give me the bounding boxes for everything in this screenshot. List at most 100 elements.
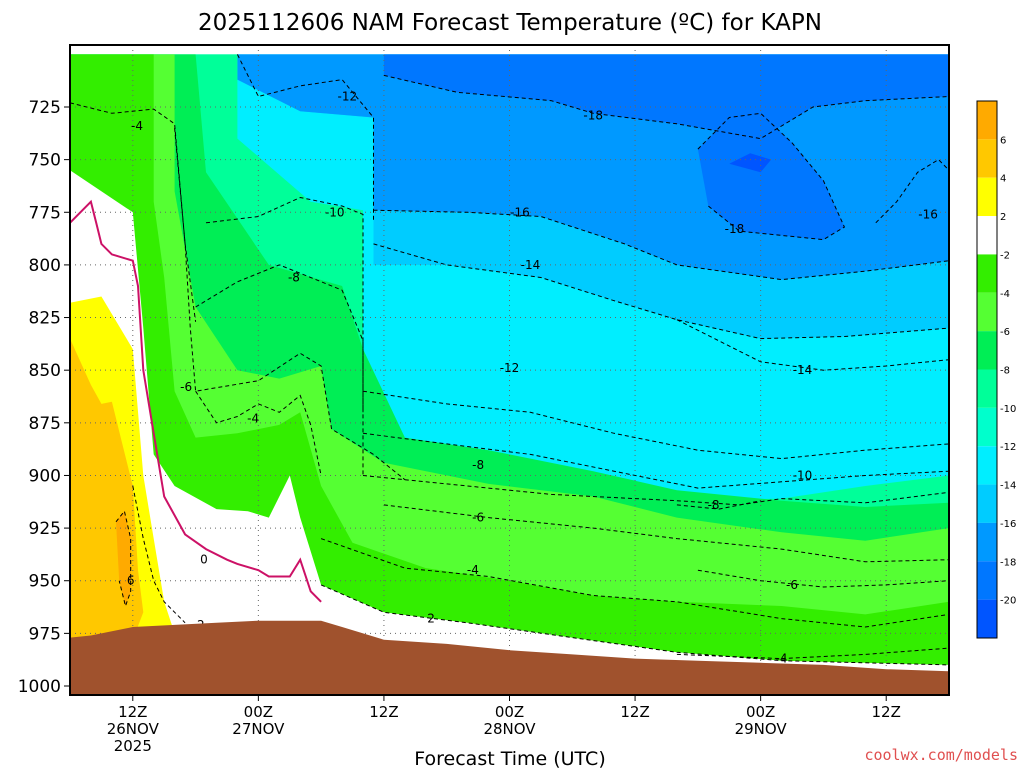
colorbar-label: -6 (1000, 327, 1010, 338)
colorbar-label: -4 (1000, 289, 1010, 300)
colorbar-swatch (977, 407, 997, 447)
contour-line (70, 102, 197, 322)
y-tick-label: 925 (29, 519, 61, 539)
x-tick-label: 12Z (118, 703, 147, 721)
x-axis-label: Forecast Time (UTC) (414, 748, 605, 768)
x-tick-label: 28NOV (483, 720, 536, 738)
contour-label: -4 (776, 652, 788, 666)
x-tick-label: 27NOV (232, 720, 285, 738)
colorbar-swatch (977, 139, 997, 178)
contour-label: -16 (510, 205, 530, 219)
x-tick-label: 12Z (369, 703, 398, 721)
colorbar-label: -14 (1000, 481, 1016, 492)
colorbar-swatch (977, 177, 997, 217)
colorbar-swatch (977, 522, 997, 562)
colorbar-swatch (977, 446, 997, 485)
colorbar-swatch (977, 101, 997, 140)
colorbar-swatch (977, 216, 997, 255)
contour-label: -4 (247, 412, 259, 426)
colorbar-swatch (977, 484, 997, 523)
contour-label: -14 (521, 258, 541, 272)
credit-text[interactable]: coolwx.com/models (864, 746, 1018, 764)
contour-line (205, 196, 364, 476)
x-tick-label: 12Z (872, 703, 901, 721)
freezing-line (70, 199, 322, 603)
contour-layer: -4 -6 -4 -8 -10 -12 -14 -16 -18 -18 -16 -12 -14 -10 -8… (70, 54, 949, 666)
colorbar-label: -2 (1000, 250, 1010, 261)
contour-label: -8 (708, 498, 720, 512)
x-tick-label: 26NOV (107, 720, 160, 738)
contour-line (132, 485, 186, 624)
contour-label: -12 (500, 361, 520, 375)
contour-line (373, 209, 949, 281)
contour-label: -14 (793, 363, 813, 377)
colorbar-swatch (977, 599, 997, 638)
freezing-line-label: 0 (200, 553, 208, 567)
x-tick-label: 2025 (114, 737, 152, 755)
contour-label: -16 (918, 207, 938, 221)
contour-label: -10 (793, 468, 813, 482)
contour-line (362, 432, 949, 489)
contour-label: 2 (427, 612, 435, 626)
y-tick-label: 850 (29, 361, 61, 381)
contour-label: 6 (127, 574, 135, 588)
contour-line (195, 264, 364, 413)
colorbar-label: 4 (1000, 174, 1006, 185)
contour-line (115, 510, 132, 608)
colorbar-swatch (977, 369, 997, 408)
colorbar-label: -8 (1000, 366, 1010, 377)
contour-label: -18 (583, 108, 603, 122)
colorbar-swatch (977, 331, 997, 370)
colorbar-label: -10 (1000, 404, 1016, 415)
contour-label: -6 (472, 511, 484, 525)
y-tick-label: 975 (29, 624, 61, 644)
contour-line (676, 319, 949, 371)
colorbar-label: -12 (1000, 442, 1016, 453)
temperature-fill-layer (70, 54, 949, 686)
contour-label: -4 (131, 119, 143, 133)
colorbar-label: -18 (1000, 557, 1016, 568)
y-tick-label: 950 (29, 572, 61, 592)
y-tick-label: 875 (29, 414, 61, 434)
contour-label: -12 (337, 89, 357, 103)
y-tick-label: 1000 (18, 677, 61, 697)
contour-line (697, 112, 846, 241)
contour-line (320, 584, 949, 666)
terrain-layer (70, 620, 949, 695)
contour-label: -8 (472, 458, 484, 472)
contour-label: -18 (725, 222, 745, 236)
x-tick-label: 29NOV (735, 720, 788, 738)
y-tick-label: 825 (29, 309, 61, 329)
contour-line (373, 243, 949, 340)
contour-line (383, 74, 949, 140)
colorbar-swatch (977, 561, 997, 600)
contour-line (697, 569, 949, 588)
colorbar-label: 2 (1000, 212, 1006, 223)
chart-title: 2025112606 NAM Forecast Temperature (ºC)… (198, 10, 822, 36)
temp-region-cold-18-pocket (697, 113, 845, 240)
colorbar-swatch (977, 292, 997, 332)
colorbar-label: 6 (1000, 135, 1006, 146)
y-tick-label: 900 (29, 466, 61, 486)
colorbar-frame (976, 100, 998, 639)
x-tick-label: 00Z (746, 703, 775, 721)
contour-line (383, 504, 949, 563)
contour-label: -10 (325, 205, 345, 219)
temp-region-cold-18 (383, 54, 949, 139)
colorbar-swatch (977, 254, 997, 293)
grid-layer (70, 45, 949, 695)
y-tick-label: 800 (29, 256, 61, 276)
contour-label: -6 (786, 578, 798, 592)
y-tick-label: 725 (29, 98, 61, 118)
y-axis: 725 750 775 800 825 850 875 900 925 950 975 1000 (18, 98, 70, 697)
contour-label: -4 (467, 563, 479, 577)
temp-region-cold-20-pocket (729, 153, 772, 173)
plot-area: -4 -6 -4 -8 -10 -12 -14 -16 -18 -18 -16 -12 -14 -10 -8… (70, 45, 949, 695)
y-tick-label: 775 (29, 203, 61, 223)
x-tick-label: 00Z (244, 703, 273, 721)
colorbar: 6 4 2 -2 -4 -6 -8 -10 -12 -14 -16 -18 -20 (976, 100, 1016, 639)
contour-line (676, 500, 761, 510)
contour-label: -8 (288, 271, 300, 285)
